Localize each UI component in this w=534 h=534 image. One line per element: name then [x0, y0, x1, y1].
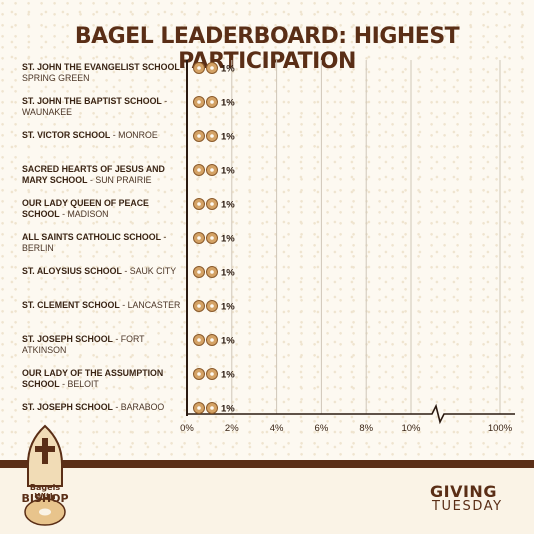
value-label: 1%: [221, 302, 235, 313]
category-label: ALL SAINTS CATHOLIC SCHOOL - BERLIN: [22, 232, 167, 253]
school-name: OUR LADY QUEEN OF PEACE SCHOOL: [22, 198, 149, 219]
value-label: 1%: [221, 132, 235, 143]
bagel-hole: [210, 236, 214, 240]
bagel-hole: [197, 202, 201, 206]
school-name: ST. JOHN THE BAPTIST SCHOOL: [22, 96, 162, 106]
x-tick-label: 6%: [315, 423, 329, 434]
school-town: SAUK CITY: [129, 266, 177, 276]
x-tick-label: 8%: [359, 423, 373, 434]
giving-tuesday-logo-bottom: TUESDAY: [432, 499, 503, 514]
bar: [193, 164, 218, 176]
x-tick-label: 2%: [225, 423, 239, 434]
school-name: ST. VICTOR SCHOOL: [22, 130, 111, 140]
category-label: OUR LADY QUEEN OF PEACE SCHOOL - MADISON: [22, 198, 149, 219]
bagel-hole: [197, 304, 201, 308]
category-label: ST. JOSEPH SCHOOL - FORT ATKINSON: [22, 334, 145, 355]
category-label: ST. JOSEPH SCHOOL - BARABOO: [22, 402, 165, 412]
school-name: ST. CLEMENT SCHOOL: [22, 300, 120, 310]
school-name: ALL SAINTS CATHOLIC SCHOOL: [22, 232, 161, 242]
bagel-hole: [210, 134, 214, 138]
x-tick-label: 100%: [488, 423, 513, 434]
school-town: BARABOO: [120, 402, 165, 412]
bar: [193, 96, 218, 108]
bagel-hole: [210, 270, 214, 274]
school-name: ST. JOSEPH SCHOOL: [22, 334, 113, 344]
category-label: ST. CLEMENT SCHOOL - LANCASTER: [22, 300, 181, 310]
bagel-hole: [197, 168, 201, 172]
school-town: SUN PRAIRIE: [95, 174, 152, 185]
value-label: 1%: [221, 64, 235, 75]
chart-title: BAGEL LEADERBOARD: HIGHEST PARTICIPATION: [74, 24, 460, 74]
value-label: 1%: [221, 234, 235, 245]
category-label: ST. JOHN THE BAPTIST SCHOOL - WAUNAKEE: [22, 96, 168, 117]
logo-text-line2: BISHOP: [21, 492, 69, 505]
bagel-hole: [210, 66, 214, 70]
school-name: ST. ALOYSIUS SCHOOL: [22, 266, 122, 276]
category-label: ST. VICTOR SCHOOL - MONROE: [22, 130, 158, 140]
value-label: 1%: [221, 98, 235, 109]
logo-text-line1: Bagels With: [29, 483, 61, 501]
school-town: MONROE: [118, 130, 158, 140]
bagel-hole: [210, 202, 214, 206]
bagel-hole: [197, 270, 201, 274]
school-town: WAUNAKEE: [22, 106, 73, 117]
footer-background: [0, 468, 534, 534]
bagel-hole: [210, 304, 214, 308]
bagel-hole: [210, 168, 214, 172]
bagel-hole: [197, 134, 201, 138]
value-label: 1%: [221, 336, 235, 347]
bagel-hole: [197, 100, 201, 104]
bagel-hole: [197, 66, 201, 70]
giving-tuesday-logo-top: GIVING: [430, 482, 497, 501]
bagels-with-bishop-logo: [24, 424, 66, 526]
school-name: ST. JOSEPH SCHOOL: [22, 402, 113, 412]
value-label: 1%: [221, 370, 235, 381]
bagel-hole: [197, 406, 201, 410]
bar: [193, 334, 218, 346]
bar: [193, 130, 218, 142]
footer-band: [0, 460, 534, 468]
bar: [193, 300, 218, 312]
category-label: ST. ALOYSIUS SCHOOL - SAUK CITY: [22, 266, 177, 276]
x-axis: [187, 403, 515, 425]
school-town: FORT ATKINSON: [22, 334, 145, 355]
category-label: SACRED HEARTS OF JESUS AND MARY SCHOOL -…: [22, 164, 165, 185]
category-label: ST. JOHN THE EVANGELIST SCHOOL - SPRING …: [22, 62, 186, 83]
bagel-hole: [197, 372, 201, 376]
school-town: MADISON: [67, 208, 109, 219]
bar: [193, 266, 218, 278]
value-label: 1%: [221, 268, 235, 279]
school-town: BERLIN: [22, 242, 54, 253]
bagel-hole: [197, 338, 201, 342]
bagel-hole: [210, 338, 214, 342]
bagel-hole: [210, 100, 214, 104]
school-town: SPRING GREEN: [22, 72, 90, 83]
school-name: SACRED HEARTS OF JESUS AND MARY SCHOOL: [22, 164, 165, 185]
bagel-hole: [210, 406, 214, 410]
x-tick-label: 10%: [401, 423, 421, 434]
bar: [193, 232, 218, 244]
school-name: OUR LADY OF THE ASSUMPTION SCHOOL: [22, 368, 164, 389]
x-tick-label: 0%: [180, 423, 194, 434]
bar: [193, 368, 218, 380]
bar: [193, 402, 218, 414]
school-town: LANCASTER: [127, 300, 181, 310]
value-label: 1%: [221, 166, 235, 177]
bagel-hole: [210, 372, 214, 376]
x-tick-label: 4%: [270, 423, 284, 434]
category-label: OUR LADY OF THE ASSUMPTION SCHOOL - BELO…: [22, 368, 164, 389]
value-label: 1%: [221, 404, 235, 415]
bar: [193, 62, 218, 74]
bagel-hole: [197, 236, 201, 240]
bar: [193, 198, 218, 210]
value-label: 1%: [221, 200, 235, 211]
school-name: ST. JOHN THE EVANGELIST SCHOOL: [22, 62, 180, 72]
school-town: BELOIT: [67, 378, 99, 389]
